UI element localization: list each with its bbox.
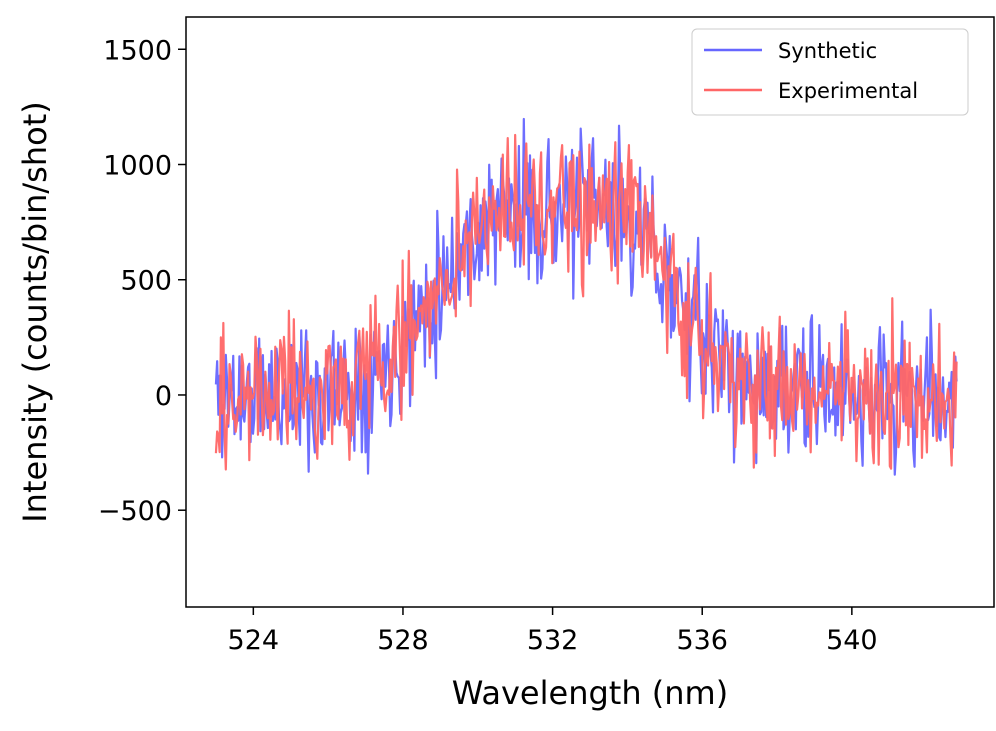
legend-label-synthetic: Synthetic (778, 39, 877, 63)
y-axis: −500 0 500 1000 1500 (98, 35, 186, 527)
x-tick-label: 528 (377, 625, 429, 656)
legend-label-experimental: Experimental (778, 79, 918, 103)
series-line-synthetic (214, 117, 958, 476)
x-tick-label: 540 (826, 625, 878, 656)
y-tick-label: 1000 (103, 151, 172, 182)
x-axis: 524 528 532 536 540 (228, 607, 878, 656)
x-axis-title: Wavelength (nm) (452, 674, 728, 712)
y-axis-title: Intensity (counts/bin/shot) (16, 101, 54, 523)
legend: Synthetic Experimental (691, 28, 969, 116)
y-tick-label: 0 (155, 381, 172, 412)
y-tick-label: −500 (98, 496, 172, 527)
y-tick-label: 1500 (103, 35, 172, 66)
series-group (214, 117, 958, 476)
axes-frame (185, 16, 995, 608)
y-tick-label: 500 (120, 266, 172, 297)
series-line-experimental (214, 133, 958, 471)
x-tick-label: 532 (527, 625, 579, 656)
x-tick-label: 536 (676, 625, 728, 656)
plot-area (185, 16, 995, 608)
x-tick-label: 524 (228, 625, 280, 656)
